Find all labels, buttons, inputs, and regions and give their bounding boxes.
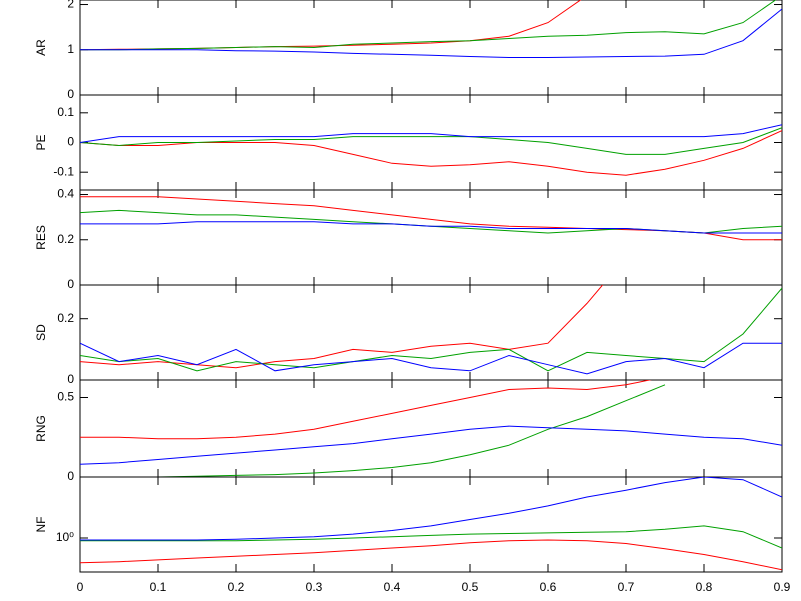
- x-tick-label: 0.9: [774, 580, 791, 594]
- y-tick-label: 0.1: [57, 105, 74, 119]
- line-series: [80, 477, 782, 541]
- line-series: [80, 0, 582, 51]
- y-tick-label: 0: [67, 469, 74, 483]
- y-tick-label: 0: [67, 135, 74, 149]
- x-tick-label: 0: [77, 580, 84, 594]
- y-axis-label: PE: [34, 134, 48, 150]
- y-axis-label: NF: [34, 517, 48, 533]
- y-tick-label: 0: [67, 277, 74, 291]
- line-series: [80, 384, 666, 477]
- x-tick-label: 0.6: [540, 580, 557, 594]
- x-tick-label: 0.2: [228, 580, 245, 594]
- line-series: [80, 196, 782, 241]
- y-tick-label: -0.1: [53, 164, 74, 178]
- line-series: [80, 539, 782, 571]
- line-series: [80, 0, 777, 51]
- y-tick-label: 10⁰: [56, 530, 74, 544]
- x-tick-label: 0.1: [150, 580, 167, 594]
- panel-frame: [79, 476, 783, 573]
- panel-frame: [79, 284, 783, 381]
- y-axis-label: SD: [34, 324, 48, 341]
- y-tick-label: 0.2: [57, 311, 74, 325]
- line-series: [80, 285, 604, 369]
- x-tick-label: 0.5: [462, 580, 479, 594]
- y-tick-label: 0.5: [57, 390, 74, 404]
- line-series: [80, 525, 782, 549]
- line-series: [80, 380, 652, 440]
- y-axis-label: RNG: [34, 415, 48, 442]
- line-series: [80, 425, 782, 465]
- x-tick-label: 0.7: [618, 580, 635, 594]
- panel-frame: [79, 0, 783, 96]
- y-tick-label: 1: [67, 42, 74, 56]
- line-series: [80, 342, 782, 375]
- y-tick-label: 0: [67, 87, 74, 101]
- line-series: [80, 209, 782, 234]
- line-series: [80, 221, 782, 234]
- line-series: [80, 8, 782, 58]
- y-tick-label: 0.2: [57, 232, 74, 246]
- line-series: [80, 287, 782, 372]
- panel-frame: [79, 189, 783, 286]
- y-axis-label: RES: [34, 225, 48, 250]
- x-tick-label: 0.4: [384, 580, 401, 594]
- x-tick-label: 0.3: [306, 580, 323, 594]
- y-tick-label: 0: [67, 372, 74, 386]
- y-tick-label: 0.4: [57, 187, 74, 201]
- y-axis-label: AR: [34, 39, 48, 56]
- line-series: [80, 124, 782, 143]
- x-tick-label: 0.8: [696, 580, 713, 594]
- line-series: [80, 127, 782, 155]
- y-tick-label: 2: [67, 0, 74, 11]
